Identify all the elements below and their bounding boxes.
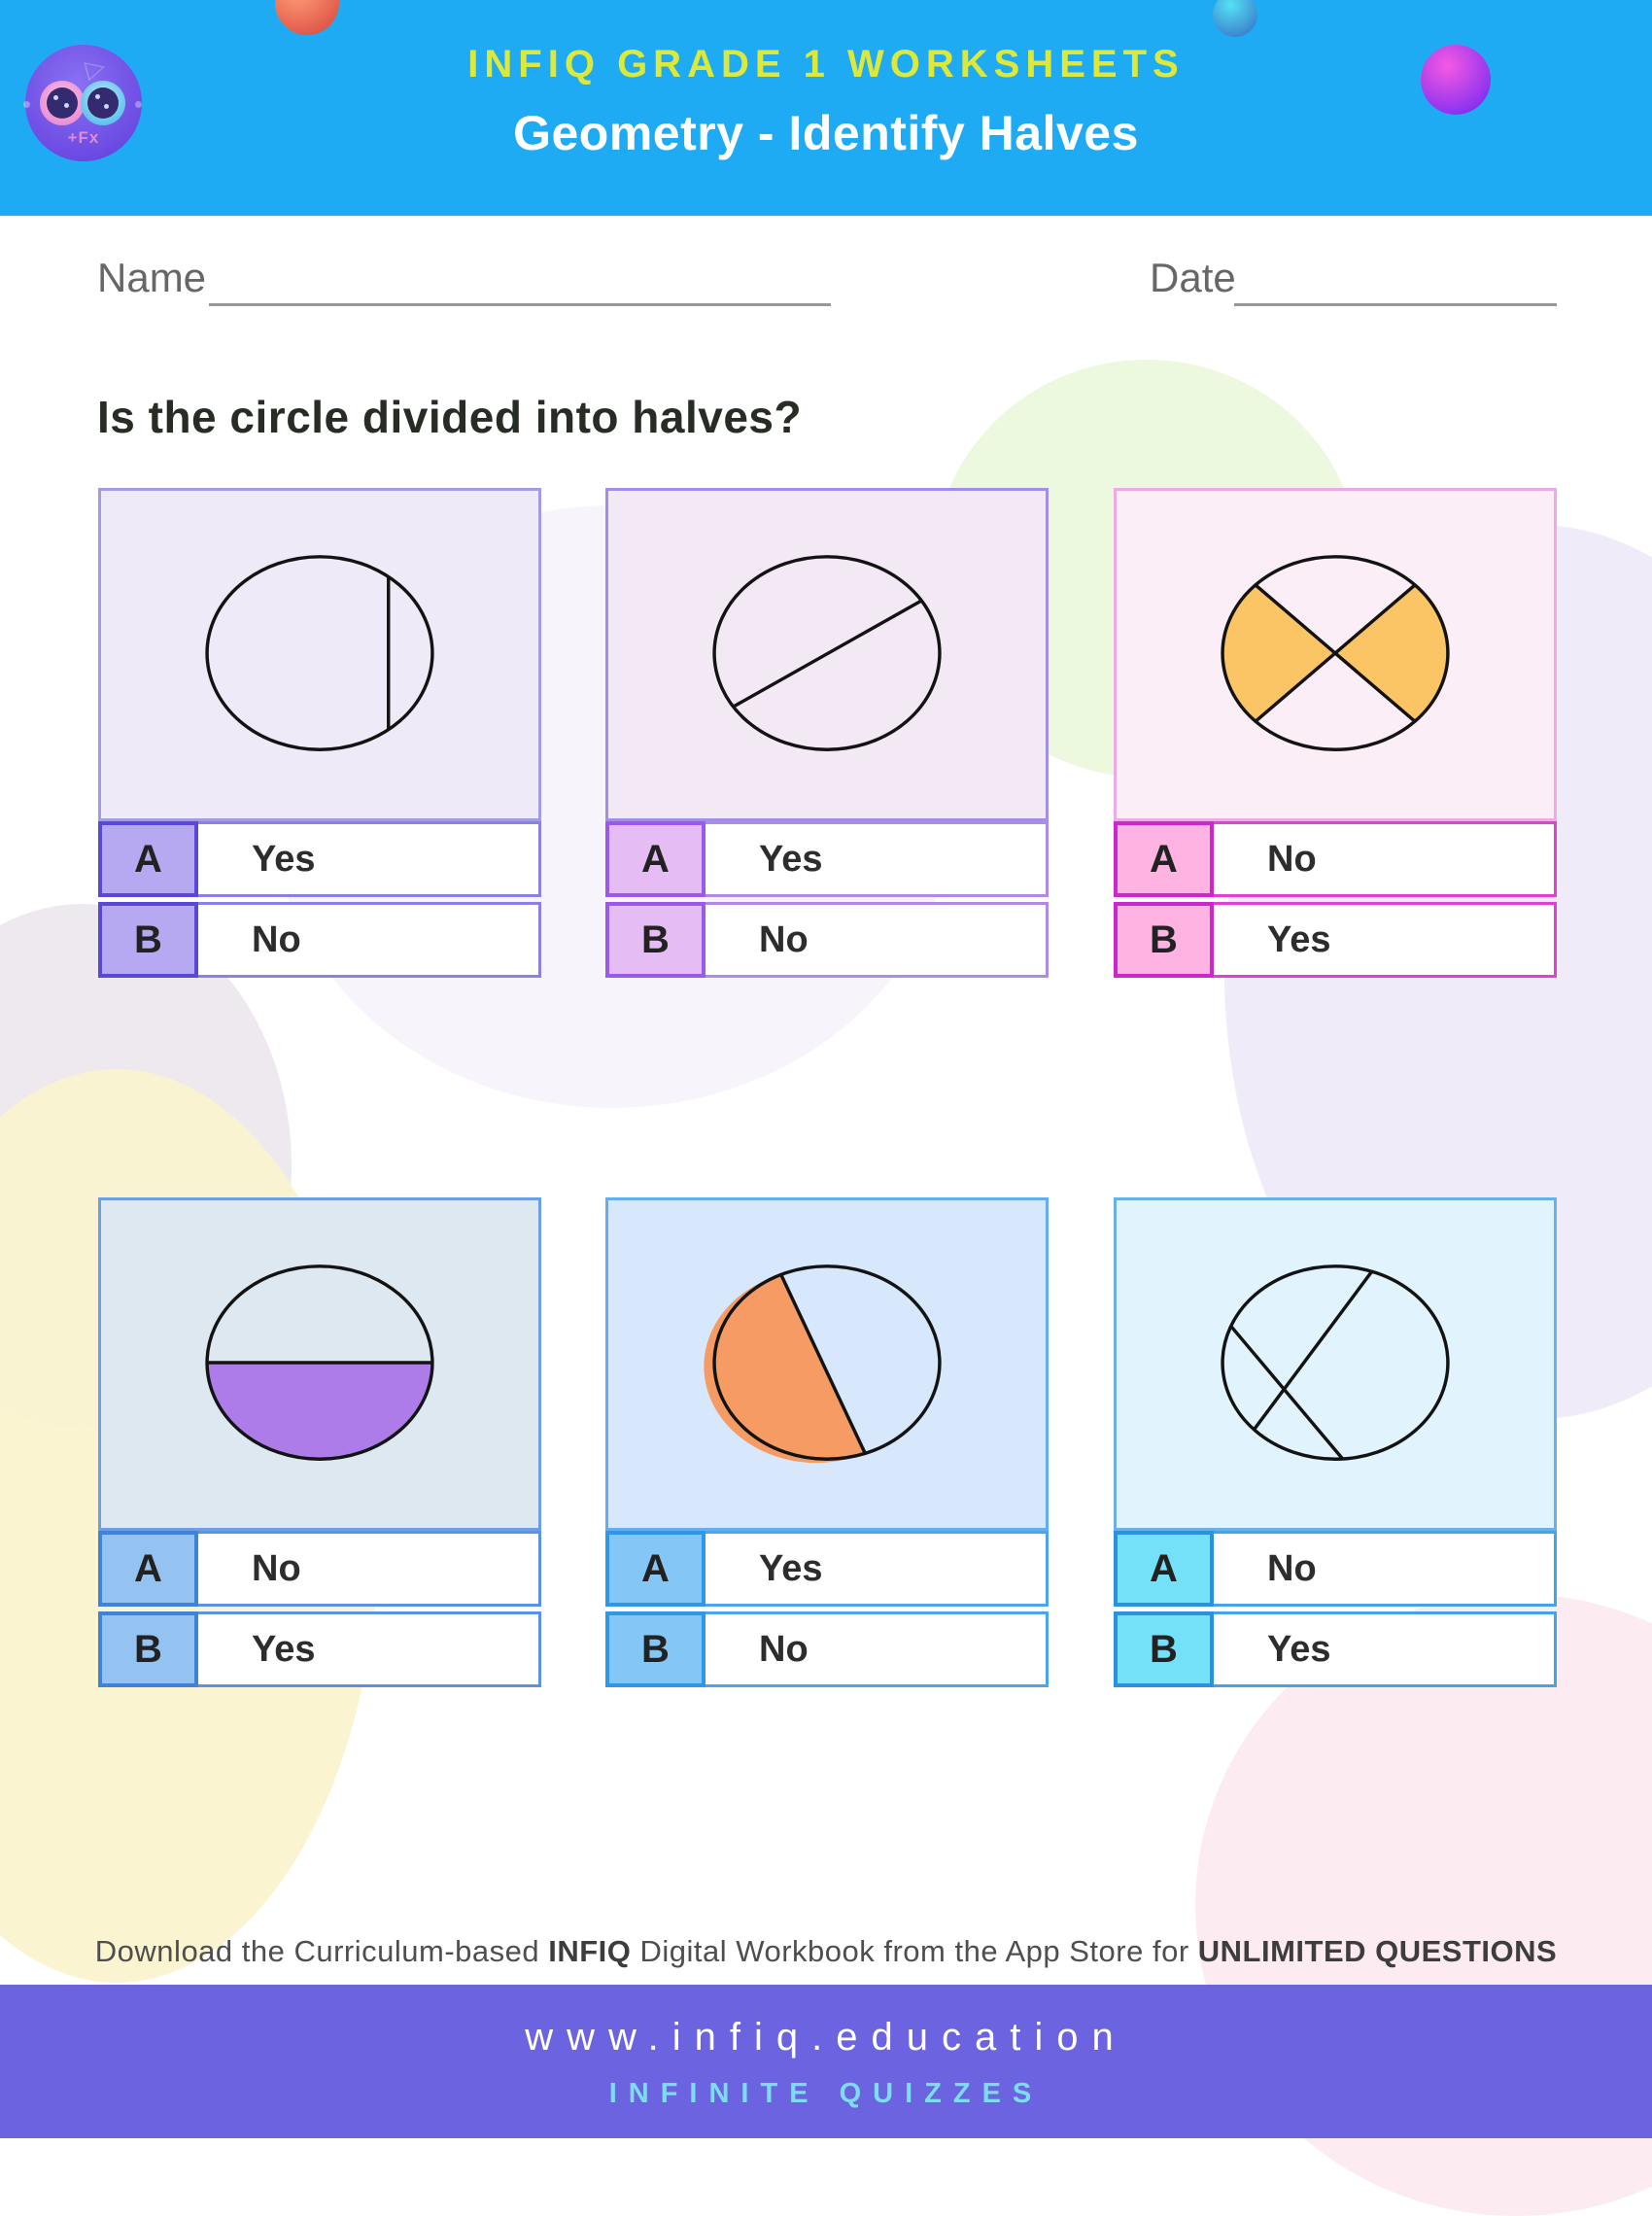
option-value: No (1214, 1531, 1557, 1607)
option-value: Yes (198, 1611, 541, 1687)
figure-box (605, 1197, 1049, 1531)
figure-box (605, 488, 1049, 821)
option-badge: A (605, 821, 706, 897)
figure-random-chords-icon (1221, 1264, 1450, 1461)
figure-half-diagonal-icon (704, 1264, 942, 1464)
option-value: Yes (706, 821, 1049, 897)
question-card-4: A No B Yes (98, 1197, 541, 1687)
option-row-a[interactable]: A Yes (605, 821, 1049, 897)
option-value: No (1214, 821, 1557, 897)
option-badge: B (1114, 1611, 1214, 1687)
date-label: Date (1150, 255, 1236, 300)
figure-box (98, 1197, 541, 1531)
option-badge: B (98, 1611, 198, 1687)
website-url: www.infiq.education (525, 2016, 1127, 2059)
logo-pupil (47, 87, 78, 119)
figure-box (98, 488, 541, 821)
footer-text: Digital Workbook from the App Store for (631, 1934, 1198, 1968)
footer-text: Download the Curriculum-based (94, 1934, 549, 1968)
option-row-a[interactable]: A Yes (605, 1531, 1049, 1607)
option-value: Yes (1214, 902, 1557, 978)
option-row-b[interactable]: B No (98, 902, 541, 978)
option-badge: A (98, 1531, 198, 1607)
question-card-6: A No B Yes (1114, 1197, 1557, 1687)
figure-half-horizontal-icon (205, 1264, 434, 1461)
question-text: Is the circle divided into halves? (97, 392, 803, 442)
tagline: INFINITE QUIZZES (608, 2078, 1044, 2109)
footer-brand: INFIQ (548, 1934, 632, 1968)
footer-highlight: UNLIMITED QUESTIONS (1197, 1934, 1558, 1968)
footer-note: Download the Curriculum-based INFIQ Digi… (0, 1934, 1652, 1969)
option-value: No (198, 1531, 541, 1607)
logo-left-eye-icon (40, 81, 85, 125)
option-row-b[interactable]: B No (605, 1611, 1049, 1687)
infiq-logo-icon: ▷ +Fx (23, 45, 142, 161)
figure-box (1114, 488, 1557, 821)
question-card-2: A Yes B No (605, 488, 1049, 978)
option-value: Yes (1214, 1611, 1557, 1687)
play-icon: ▷ (82, 50, 109, 85)
option-badge: A (605, 1531, 706, 1607)
option-row-a[interactable]: A Yes (98, 821, 541, 897)
decor-sphere-magenta (1421, 45, 1491, 115)
option-row-b[interactable]: B No (605, 902, 1049, 978)
option-value: No (198, 902, 541, 978)
logo-fx-text: +Fx (67, 128, 100, 147)
option-badge: A (1114, 821, 1214, 897)
option-badge: B (98, 902, 198, 978)
option-value: No (706, 1611, 1049, 1687)
name-line[interactable] (209, 303, 831, 306)
option-badge: B (605, 1611, 706, 1687)
option-badge: B (1114, 902, 1214, 978)
header-band: INFIQ GRADE 1 WORKSHEETS Geometry - Iden… (0, 0, 1652, 216)
figure-box (1114, 1197, 1557, 1531)
question-card-3: A No B Yes (1114, 488, 1557, 978)
question-card-1: A Yes B No (98, 488, 541, 978)
option-row-b[interactable]: B Yes (1114, 1611, 1557, 1687)
bottom-bar: www.infiq.education INFINITE QUIZZES (0, 1985, 1652, 2138)
option-row-b[interactable]: B Yes (1114, 902, 1557, 978)
logo-right-eye-icon (81, 81, 125, 125)
question-card-5: A Yes B No (605, 1197, 1049, 1687)
date-line[interactable] (1234, 303, 1557, 306)
option-value: Yes (706, 1531, 1049, 1607)
option-row-b[interactable]: B Yes (98, 1611, 541, 1687)
figure-diagonal-chord-icon (712, 555, 942, 751)
option-badge: A (1114, 1531, 1214, 1607)
page-title: Geometry - Identify Halves (513, 106, 1139, 160)
option-value: Yes (198, 821, 541, 897)
logo-pupil (87, 87, 119, 119)
option-badge: B (605, 902, 706, 978)
option-row-a[interactable]: A No (98, 1531, 541, 1607)
option-row-a[interactable]: A No (1114, 1531, 1557, 1607)
brand-title: INFIQ GRADE 1 WORKSHEETS (467, 43, 1185, 86)
option-value: No (706, 902, 1049, 978)
option-badge: A (98, 821, 198, 897)
figure-cross-quarters-icon (1221, 555, 1450, 751)
figure-vertical-chord-icon (205, 555, 434, 751)
decor-sphere-cyan (1213, 0, 1257, 37)
option-row-a[interactable]: A No (1114, 821, 1557, 897)
name-label: Name (97, 255, 207, 300)
